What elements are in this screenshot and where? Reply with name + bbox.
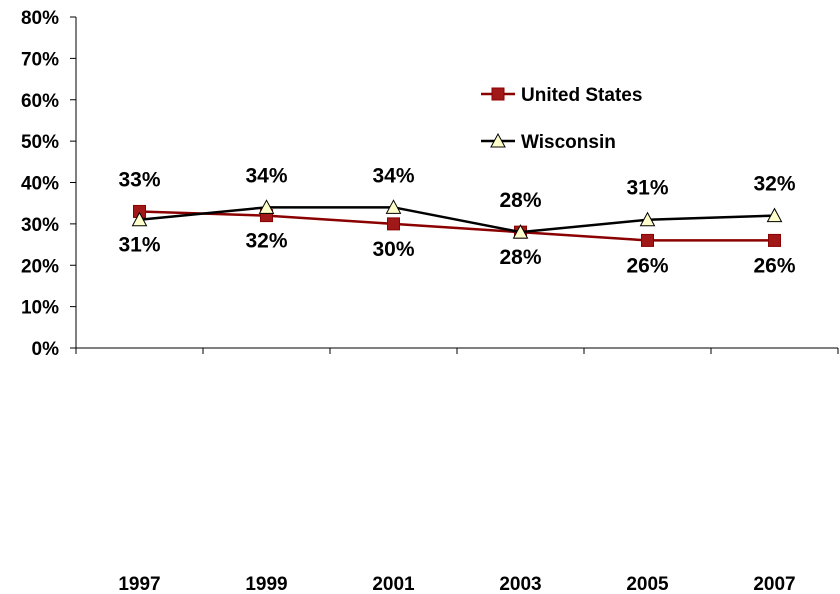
x-tick-label: 2001	[372, 574, 415, 594]
x-tick-label: 1997	[118, 574, 160, 594]
united-states-point	[387, 217, 400, 231]
wisconsin-data-label: 28%	[499, 189, 541, 212]
y-tick-label: 30%	[21, 215, 59, 236]
ticks: 0% 10% 20% 30% 40% 50% 60% 70% 80% 1997 1999 2001 20…	[21, 8, 839, 594]
data-labels: 33% 31% 34% 32% 34% 30% 28% 28% 31% 26% 32% 26%	[118, 164, 795, 277]
united-states-data-label: 33%	[118, 168, 160, 191]
united-states-data-label: 32%	[245, 230, 287, 253]
y-tick-label: 0%	[32, 339, 60, 360]
legend-marker	[491, 87, 505, 101]
legend-label: United States	[521, 85, 642, 106]
y-tick-label: 60%	[21, 91, 59, 112]
wisconsin-point	[131, 211, 148, 227]
legend-marker	[490, 132, 506, 148]
wisconsin-data-label: 34%	[372, 164, 414, 187]
legend: United States Wisconsin	[481, 85, 642, 153]
united-states-line	[139, 210, 775, 242]
y-tick-label: 20%	[21, 256, 59, 277]
y-tick-label: 40%	[21, 174, 59, 195]
y-tick-label: 80%	[21, 8, 59, 29]
united-states-data-label: 30%	[372, 238, 414, 261]
wisconsin-point	[766, 207, 783, 223]
x-tick-label: 2003	[499, 574, 541, 594]
wisconsin-line	[139, 206, 775, 234]
united-states-point	[641, 233, 654, 247]
wisconsin-point	[385, 199, 402, 214]
series-wisconsin	[131, 199, 783, 239]
y-tick-label: 50%	[21, 132, 59, 153]
legend-label: Wisconsin	[521, 132, 616, 153]
y-tick-label: 70%	[21, 49, 59, 70]
wisconsin-data-label: 31%	[626, 177, 668, 200]
x-tick-label: 2005	[626, 574, 669, 594]
series	[131, 199, 783, 247]
y-tick-label: 10%	[21, 298, 59, 319]
wisconsin-point	[639, 211, 656, 227]
wisconsin-data-label: 34%	[245, 164, 287, 187]
wisconsin-data-label: 32%	[753, 173, 795, 196]
united-states-data-label: 26%	[753, 254, 795, 277]
legend-item-united-states: United States	[481, 85, 642, 106]
wisconsin-data-label: 31%	[118, 234, 160, 257]
x-tick-label: 2007	[753, 574, 795, 594]
legend-item-wisconsin: Wisconsin	[481, 132, 616, 153]
axes	[75, 17, 838, 349]
x-tick-label: 1999	[245, 574, 287, 594]
united-states-data-label: 26%	[626, 254, 668, 277]
united-states-data-label: 28%	[499, 246, 541, 269]
wisconsin-point	[258, 199, 275, 214]
wisconsin-point	[512, 224, 529, 239]
united-states-point	[768, 233, 781, 247]
